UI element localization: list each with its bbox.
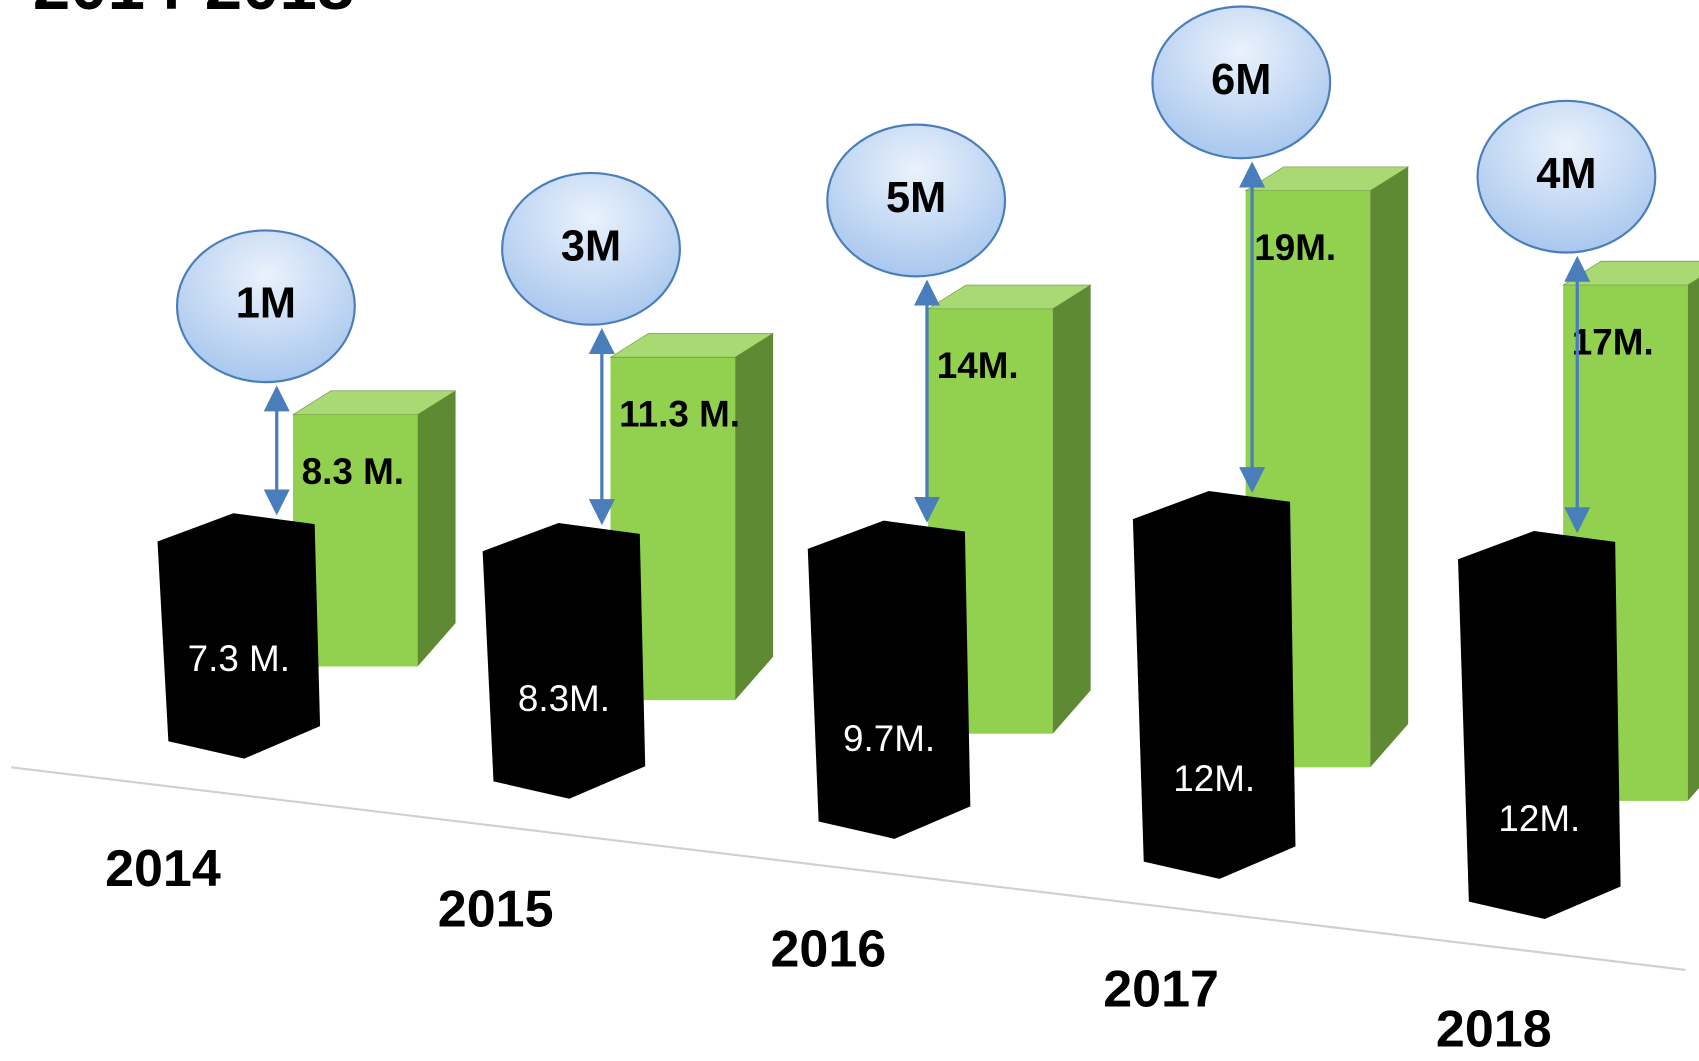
x-tick-label: 2017 (1103, 960, 1219, 1018)
bar (807, 520, 971, 839)
difference-label: 6M (1211, 56, 1271, 104)
bar (1132, 490, 1296, 879)
difference-bubble (1151, 5, 1332, 160)
bar (1458, 531, 1621, 920)
bar-top (1562, 260, 1699, 286)
bar (157, 513, 321, 759)
value-label: 8.3 M. (302, 451, 404, 492)
difference-bubble (175, 229, 356, 384)
value-label: 14M. (937, 345, 1019, 386)
x-tick-label: 2016 (771, 920, 887, 978)
difference-label: 4M (1536, 150, 1596, 198)
value-label: 19M. (1254, 227, 1336, 268)
difference-bubble (1476, 99, 1657, 254)
chart-title: 2014-2018 (33, 0, 354, 24)
difference-label: 5M (886, 174, 946, 222)
bar-side (735, 333, 774, 701)
value-label: 9.7M. (843, 718, 935, 759)
x-tick-label: 2018 (1436, 1001, 1552, 1059)
difference-bubble (826, 123, 1007, 278)
difference-bubble (501, 171, 681, 326)
bar-side (417, 390, 456, 667)
bar-side (1370, 166, 1409, 768)
x-tick-label: 2014 (105, 840, 221, 898)
value-label: 11.3 M. (619, 394, 740, 435)
bar (482, 523, 646, 799)
difference-label: 3M (561, 222, 621, 270)
baseline (11, 766, 1686, 972)
x-tick-label: 2015 (438, 880, 554, 938)
bar-side (1052, 285, 1091, 734)
bar-side (1687, 277, 1699, 801)
difference-label: 1M (236, 280, 296, 328)
value-label: 17M. (1572, 321, 1654, 362)
value-label: 7.3 M. (188, 638, 290, 679)
value-label: 12M. (1498, 798, 1580, 839)
value-label: 8.3M. (518, 678, 610, 719)
value-label: 12M. (1173, 758, 1255, 799)
